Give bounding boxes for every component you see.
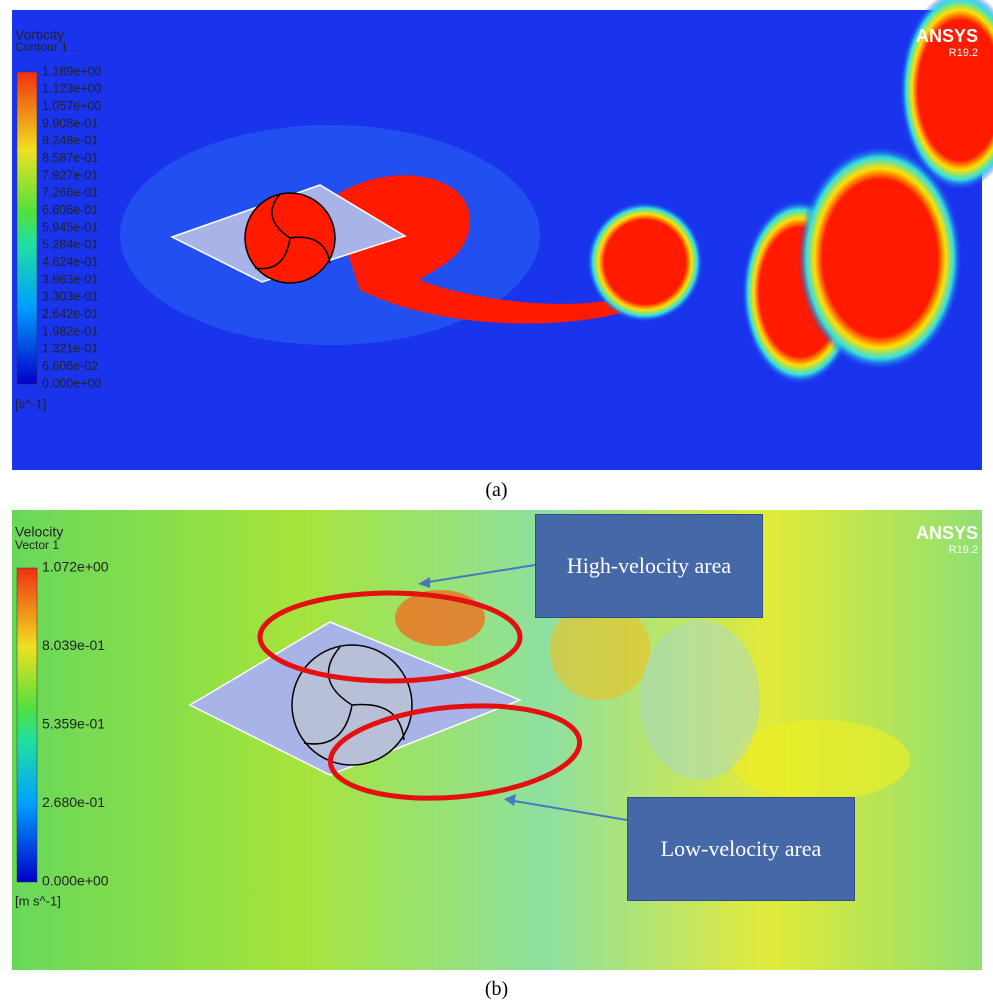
caption: (b) bbox=[0, 978, 993, 1001]
legend-tick-label: 8.587e-01 bbox=[42, 151, 98, 165]
vortex-zone bbox=[640, 620, 760, 780]
legend-tick-label: 7.266e-01 bbox=[42, 186, 98, 200]
legend-tick-label: 7.927e-01 bbox=[42, 168, 98, 182]
panel-a: Vorticity Contour 1 [s^-1] ANSYS R19.2 bbox=[12, 0, 993, 470]
legend-tick-label: 5.945e-01 bbox=[42, 220, 98, 234]
legend-tick-label: 6.606e-02 bbox=[42, 359, 98, 373]
panel-b: Velocity Vector 1 [m s^-1] ANSYS R19.2 bbox=[12, 510, 982, 970]
legend-tick-label: 0.000e+00 bbox=[42, 873, 109, 889]
legend-subtitle: Contour 1 bbox=[15, 40, 68, 54]
legend-tick-label: 1.321e-01 bbox=[42, 342, 98, 356]
vortex-zone bbox=[730, 720, 910, 800]
legend-tick-label: 3.303e-01 bbox=[42, 290, 98, 304]
legend-tick-label: 5.359e-01 bbox=[42, 716, 105, 732]
legend-tick-label: 2.642e-01 bbox=[42, 307, 98, 321]
legend-tick-label: 1.982e-01 bbox=[42, 324, 98, 338]
legend-unit: [m s^-1] bbox=[15, 893, 61, 908]
version: R19.2 bbox=[949, 544, 978, 556]
brand: ANSYS bbox=[916, 523, 978, 543]
brand: ANSYS bbox=[916, 26, 978, 46]
legend-subtitle: Vector 1 bbox=[15, 538, 59, 552]
legend-tick-label: 5.284e-01 bbox=[42, 238, 98, 252]
version: R19.2 bbox=[949, 47, 978, 59]
legend-tick-label: 3.963e-01 bbox=[42, 272, 98, 286]
legend-tick-label: 9.908e-01 bbox=[42, 116, 98, 130]
legend-tick-label: 1.057e+00 bbox=[42, 99, 101, 113]
legend-tick-label: 4.624e-01 bbox=[42, 255, 98, 269]
colorbar bbox=[17, 72, 37, 384]
annotation-box: Low-velocity area bbox=[627, 797, 855, 901]
legend-tick-label: 9.248e-01 bbox=[42, 134, 98, 148]
vortex bbox=[587, 202, 703, 322]
legend-tick-label: 2.680e-01 bbox=[42, 794, 105, 810]
legend-tick-label: 8.039e-01 bbox=[42, 637, 105, 653]
legend-tick-label: 1.189e+00 bbox=[42, 64, 101, 78]
caption: (a) bbox=[0, 479, 993, 502]
colorbar bbox=[17, 568, 37, 882]
legend-tick-label: 6.606e-01 bbox=[42, 203, 98, 217]
annotation-box: High-velocity area bbox=[535, 514, 763, 618]
legend-tick-label: 1.123e+00 bbox=[42, 82, 101, 96]
legend-tick-label: 1.072e+00 bbox=[42, 559, 109, 575]
legend-unit: [s^-1] bbox=[15, 396, 46, 411]
legend-tick-label: 0.000e+00 bbox=[42, 376, 101, 390]
figure: Vorticity Contour 1 [s^-1] ANSYS R19.2 V… bbox=[0, 0, 993, 1005]
